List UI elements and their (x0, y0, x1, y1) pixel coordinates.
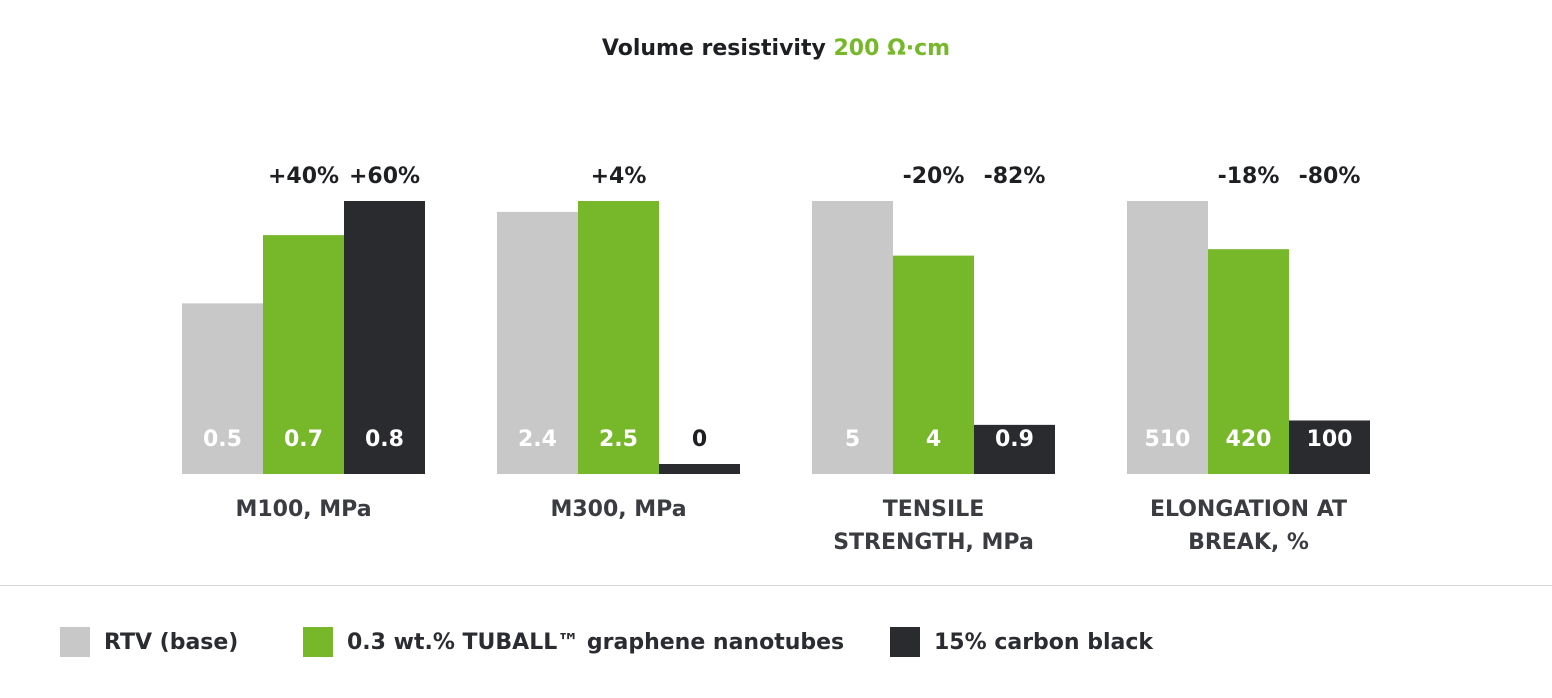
bar-value-label: 100 (1307, 427, 1353, 452)
bar-1-series-1 (182, 303, 263, 474)
bar-value-label: 5 (845, 427, 860, 452)
bar-value-label: 0.5 (203, 427, 242, 452)
change-label: +40% (268, 164, 339, 189)
change-label: +4% (591, 164, 647, 189)
legend-divider (0, 585, 1552, 586)
legend-swatch-carbon-black (890, 627, 920, 657)
bar-1-series-3 (344, 201, 425, 474)
legend-item-tuball: 0.3 wt.% TUBALL™ graphene nanotubes (303, 626, 844, 658)
category-label: BREAK, % (1188, 530, 1309, 555)
legend-label-carbon-black: 15% carbon black (934, 629, 1154, 655)
bar-2-series-2 (578, 201, 659, 474)
legend-item-rtv: RTV (base) (60, 626, 238, 658)
bar-value-label: 0 (692, 427, 707, 452)
bar-2-series-1 (497, 211, 578, 475)
change-label: -82% (984, 164, 1046, 189)
legend-swatch-rtv (60, 627, 90, 657)
chart-title-text: Volume resistivity (601, 36, 826, 61)
legend-swatch-tuball (303, 627, 333, 657)
bar-value-label: 2.5 (599, 427, 638, 452)
legend-item-carbon-black: 15% carbon black (890, 626, 1153, 658)
category-label: STRENGTH, MPa (833, 530, 1034, 555)
category-label: ELONGATION AT (1150, 497, 1347, 522)
bar-value-label: 0.7 (284, 427, 323, 452)
bar-4-series-3 (1289, 420, 1370, 474)
bar-value-label: 4 (926, 427, 941, 452)
bar-3-series-3 (974, 424, 1055, 474)
legend-label-rtv: RTV (base) (104, 629, 239, 655)
bar-value-label: 420 (1226, 427, 1272, 452)
chart-title: Volume resistivity 200 Ω·cm (0, 36, 1552, 61)
change-label: -80% (1299, 164, 1361, 189)
bar-value-label: 2.4 (518, 427, 557, 452)
bar-3-series-1 (812, 201, 893, 474)
bar-4-series-1 (1127, 201, 1208, 474)
change-label: -18% (1218, 164, 1280, 189)
category-label: M100, MPa (235, 497, 371, 522)
chart-title-highlight: 200 Ω·cm (833, 36, 951, 61)
bar-value-label: 0.9 (995, 427, 1034, 452)
bar-1-series-2 (263, 235, 344, 474)
bar-3-series-2 (893, 255, 974, 474)
change-label: -20% (903, 164, 965, 189)
legend-label-tuball: 0.3 wt.% TUBALL™ graphene nanotubes (347, 629, 845, 655)
bar-value-label: 510 (1145, 427, 1191, 452)
category-label: M300, MPa (550, 497, 686, 522)
change-label: +60% (349, 164, 420, 189)
category-label: TENSILE (883, 497, 985, 522)
bar-4-series-2 (1208, 249, 1289, 474)
bar-chart: 0.5 0.7 +40% 0.8 +60% M100, MPa 2.4 2.5 +4% 0 M300… (182, 164, 1370, 555)
bar-value-label: 0.8 (365, 427, 404, 452)
bar-2-series-3 (659, 464, 740, 474)
